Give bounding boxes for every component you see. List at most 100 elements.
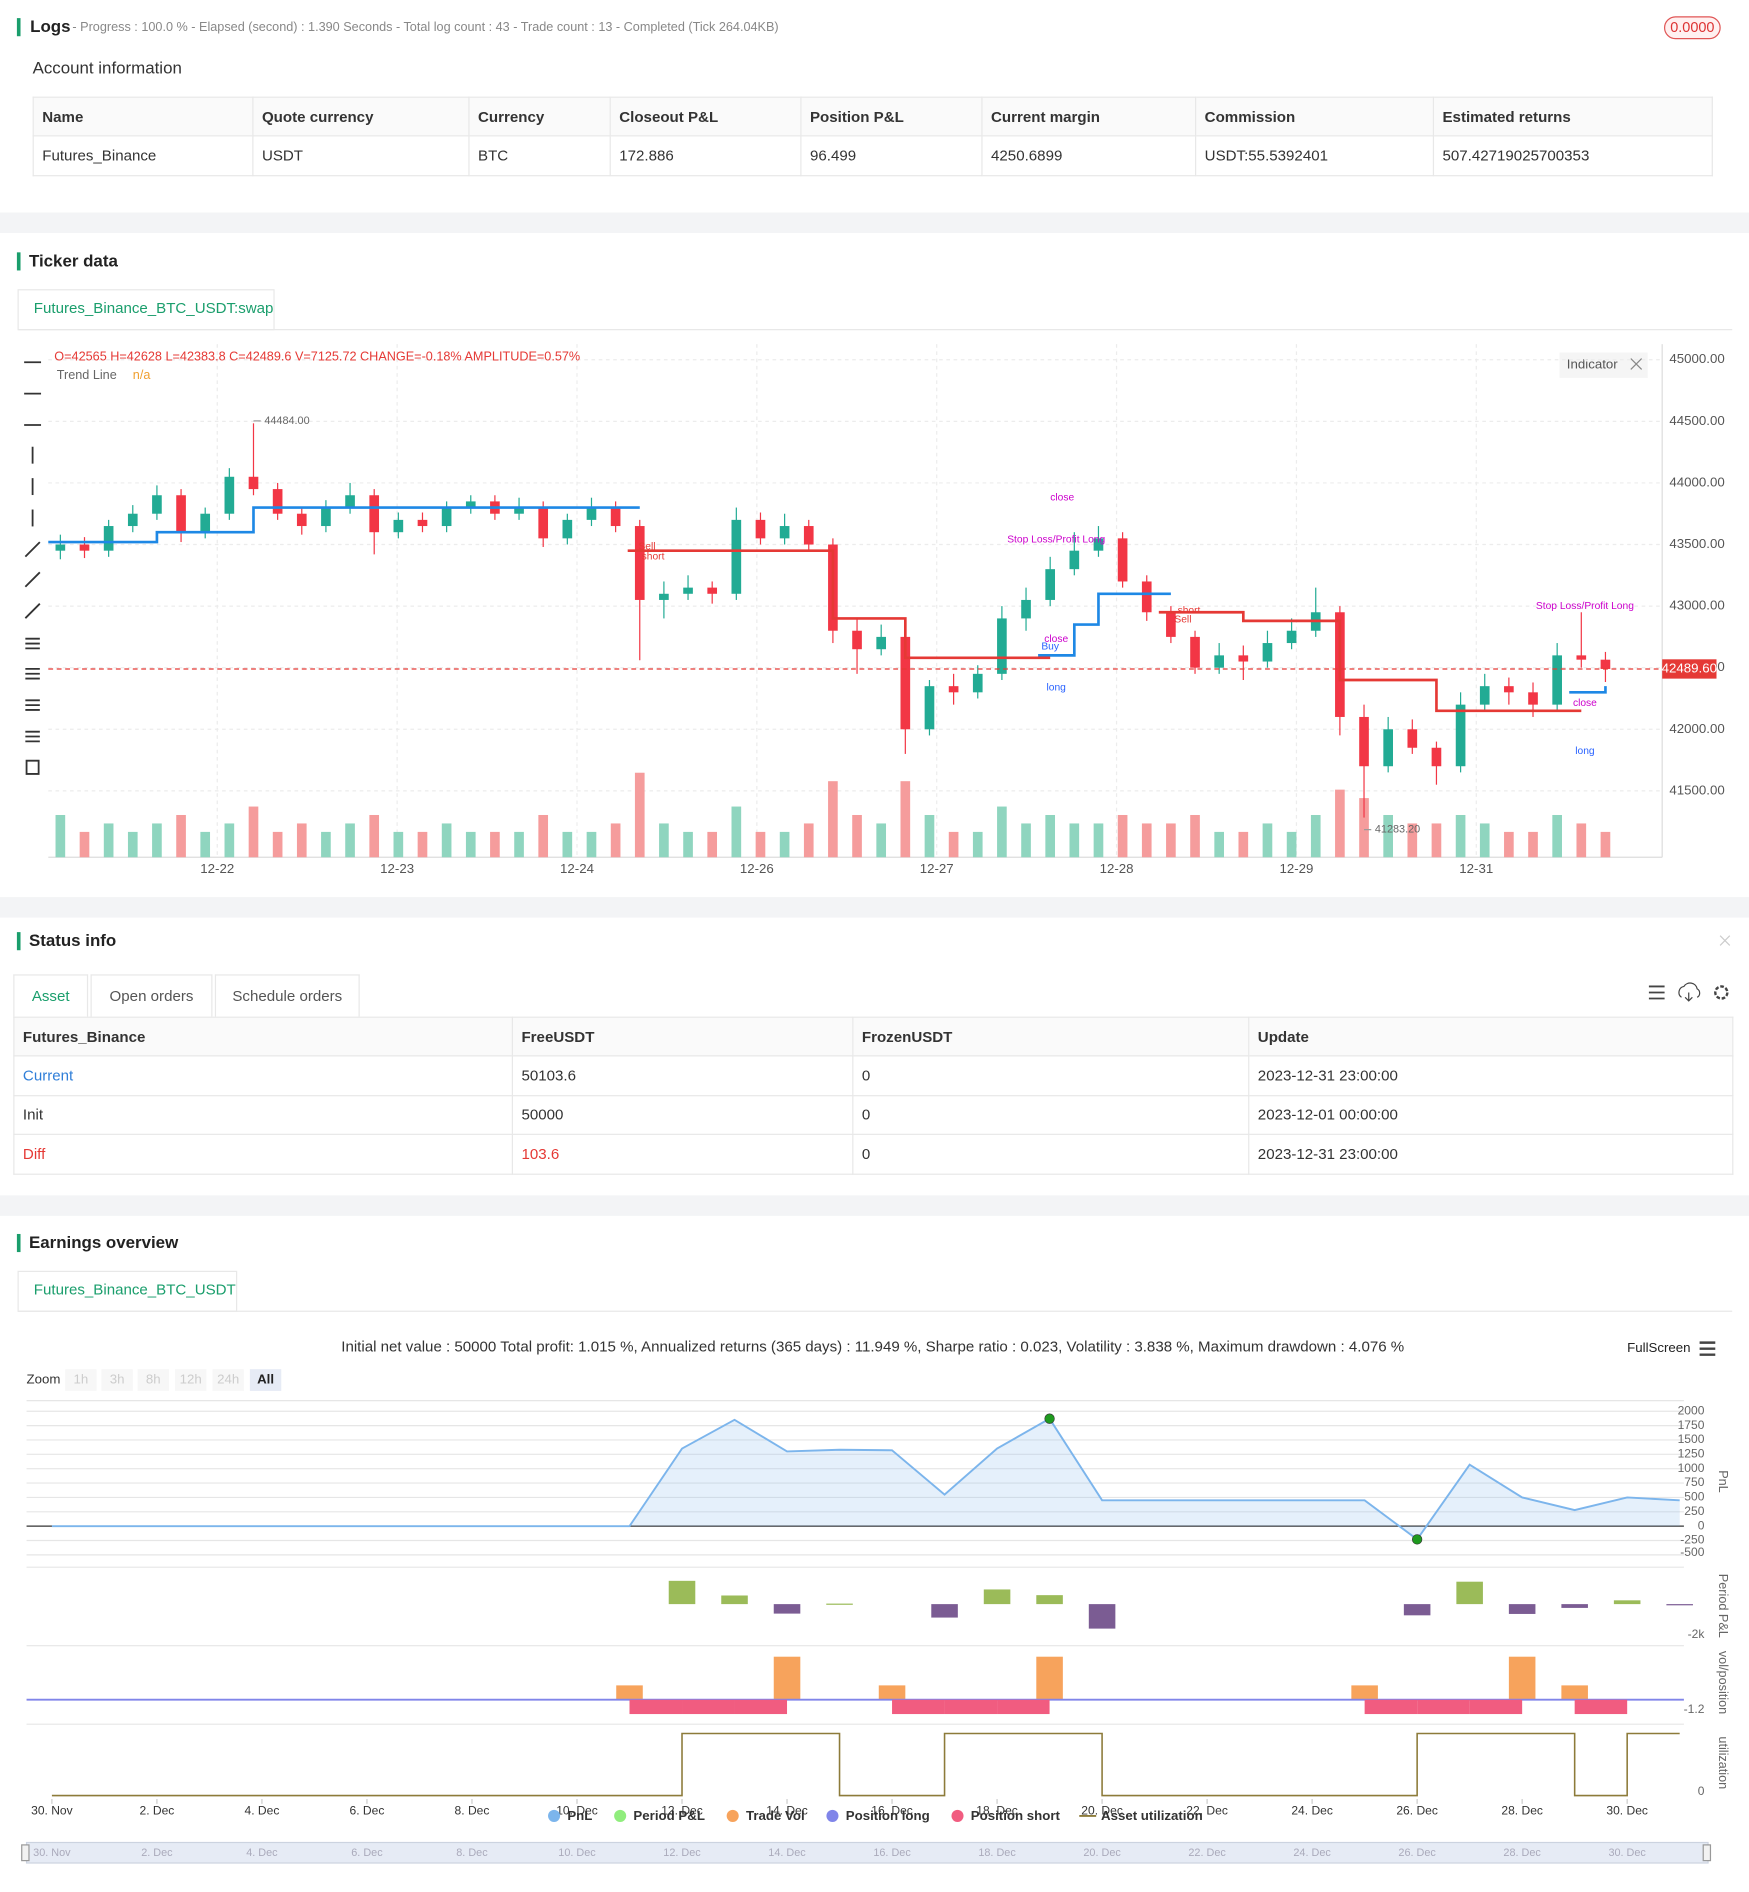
volume-bar: [1093, 823, 1104, 858]
indicator-label[interactable]: Indicator: [1567, 357, 1618, 372]
tool-icon[interactable]: [25, 759, 40, 775]
section-mark: [16, 252, 21, 271]
navigator[interactable]: [25, 1841, 1709, 1864]
bar: [931, 1604, 958, 1618]
trend-line: [1569, 686, 1607, 694]
y-tick-label: -500: [1680, 1545, 1704, 1559]
volume-bar: [176, 814, 186, 858]
header-cell: FreeUSDT: [511, 1016, 854, 1057]
volume-bar: [828, 781, 838, 858]
bar: [616, 1685, 643, 1700]
tab[interactable]: Asset: [13, 974, 89, 1017]
legend-symbol: [826, 1809, 839, 1822]
zoom-button-label[interactable]: All: [257, 1372, 274, 1387]
zoom-button[interactable]: [175, 1369, 207, 1391]
candle-body: [1117, 538, 1128, 582]
logs-progress: - Progress : 100.0 % - Elapsed (second) …: [72, 20, 778, 34]
y-tick-label: 2000: [1678, 1403, 1705, 1417]
zoom-button-label[interactable]: 12h: [180, 1372, 202, 1387]
cell: 0: [852, 1094, 1250, 1135]
fullscreen[interactable]: FullScreen: [1627, 1340, 1690, 1355]
y-tick-label: 500: [1684, 1490, 1704, 1504]
bar: [892, 1699, 945, 1715]
volume-bar: [586, 831, 597, 858]
balance: 0.0000: [1670, 20, 1714, 36]
y-tick-label: 250: [1684, 1504, 1704, 1518]
zoom-button[interactable]: [65, 1369, 97, 1391]
tool-icon[interactable]: [25, 667, 40, 680]
legend-symbol: [951, 1809, 964, 1822]
candle-body: [1455, 704, 1466, 767]
navigator-label: 2. Dec: [141, 1847, 173, 1859]
candle-body: [948, 686, 959, 693]
pnl-area: [51, 1418, 1680, 1540]
download-icon[interactable]: [1678, 982, 1701, 1002]
volume-bar: [948, 831, 959, 858]
candle-body: [393, 519, 404, 533]
zoom-button-label[interactable]: 8h: [146, 1372, 161, 1387]
volume-bar: [1335, 789, 1345, 858]
trade-marker: Stop Loss/Profit Long: [1536, 601, 1634, 612]
x-tick-label: 26. Dec: [1396, 1803, 1438, 1817]
trend-line: [1158, 610, 1582, 713]
y-axis-title: utilization: [1716, 1736, 1730, 1789]
expand-icon[interactable]: [1719, 935, 1731, 946]
volume-bar: [634, 772, 645, 858]
x-tick-label: 12-26: [740, 861, 774, 876]
volume-bar: [779, 831, 790, 858]
zoom-button[interactable]: [212, 1369, 244, 1391]
header-cell: Current margin: [981, 96, 1197, 137]
volume-bar: [1383, 814, 1393, 858]
zoom-button[interactable]: [249, 1369, 282, 1391]
volume-bar: [1286, 831, 1297, 858]
menu-icon[interactable]: [1648, 985, 1665, 1000]
bar: [1574, 1699, 1628, 1715]
navigator-handle[interactable]: [21, 1844, 30, 1862]
bar: [1561, 1604, 1588, 1608]
header-cell: Commission: [1195, 96, 1435, 137]
y-tick-label: -1.2: [1684, 1702, 1705, 1716]
tool-icon[interactable]: [25, 637, 40, 650]
navigator-label: 6. Dec: [351, 1847, 383, 1859]
volume-bar: [1504, 831, 1514, 858]
bar: [878, 1685, 906, 1700]
indicator-button[interactable]: [1559, 352, 1648, 378]
expand-icon[interactable]: [1630, 358, 1643, 370]
tab-label[interactable]: Futures_Binance_BTC_USDT: [34, 1282, 236, 1299]
x-tick-label: 22. Dec: [1186, 1803, 1228, 1817]
bar: [629, 1699, 683, 1715]
tab[interactable]: Open orders: [90, 974, 213, 1017]
zoom-button[interactable]: [101, 1369, 133, 1391]
candle-body: [972, 673, 983, 693]
x-tick-label: 6. Dec: [350, 1803, 385, 1817]
volume-bar: [876, 823, 887, 858]
tool-icon[interactable]: [24, 541, 41, 558]
bar: [1469, 1699, 1523, 1715]
tool-icon[interactable]: [25, 730, 40, 743]
tab[interactable]: [17, 289, 275, 331]
header-row: Futures_Binance FreeUSDT FrozenUSDT Update: [13, 1016, 1734, 1057]
candle-body: [321, 507, 331, 527]
zoom-button-label[interactable]: 3h: [110, 1372, 125, 1387]
navigator-handle[interactable]: [1702, 1844, 1712, 1862]
zoom-button-label[interactable]: 24h: [217, 1372, 239, 1387]
tool-icon[interactable]: [24, 603, 41, 619]
tab[interactable]: Schedule orders: [214, 974, 360, 1017]
zoom-button[interactable]: [137, 1369, 169, 1391]
settings-icon[interactable]: [1714, 985, 1729, 1000]
trade-marker: close: [1050, 492, 1074, 503]
separator: [0, 1195, 1749, 1216]
x-tick-label: 18. Dec: [976, 1803, 1018, 1817]
tab-label[interactable]: Futures_Binance_BTC_USDT:swap: [34, 300, 274, 317]
zoom-button-label[interactable]: 1h: [73, 1372, 88, 1387]
candle-body: [1504, 686, 1514, 693]
status-tabs: Asset Open orders Schedule orders: [13, 974, 362, 1017]
candle-body: [127, 513, 138, 527]
candle-body: [852, 630, 862, 650]
candle-body: [465, 501, 476, 508]
navigator-label: 14. Dec: [768, 1847, 806, 1859]
trade-marker: Sell: [1174, 614, 1191, 625]
menu-icon[interactable]: [1699, 1341, 1716, 1356]
tool-icon[interactable]: [25, 699, 40, 711]
tool-icon[interactable]: [24, 571, 41, 588]
